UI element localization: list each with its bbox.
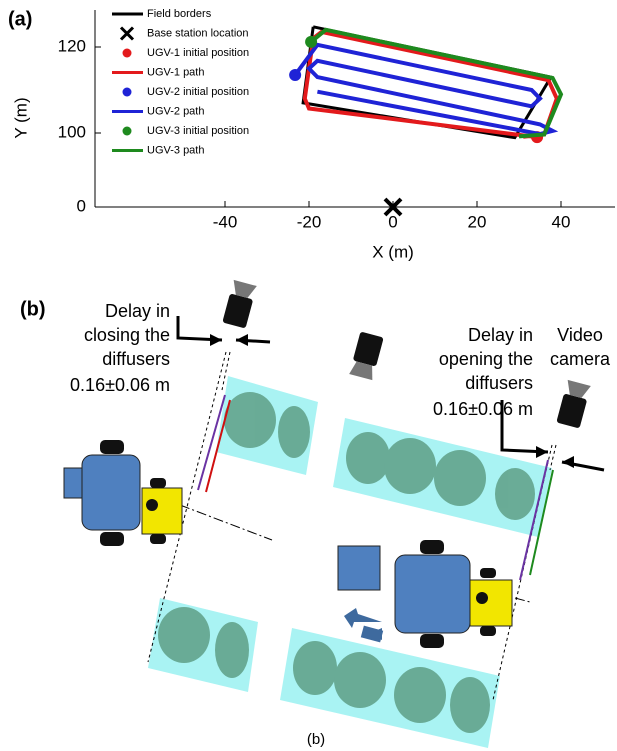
y-tick-label: 100	[58, 122, 86, 141]
annotation: camera	[550, 349, 611, 369]
panel-label: (b)	[20, 298, 46, 320]
spray-line	[197, 394, 226, 491]
diagram-text: Delay in closing the diffusers 0.16±0.06 m D…	[70, 301, 611, 748]
legend-swatch	[119, 26, 135, 41]
y-tick-label: 0	[77, 196, 86, 215]
spray-line	[529, 469, 554, 576]
legend-label: Base station location	[147, 27, 249, 39]
legend-label: UGV-3 path	[147, 144, 204, 156]
trees	[158, 392, 535, 733]
path-line	[309, 27, 564, 139]
legend-label: UGV-1 initial position	[147, 47, 249, 59]
legend-label: UGV-2 initial position	[147, 86, 249, 98]
direction-arrow	[344, 608, 382, 628]
annotation: 0.16±0.06 m	[433, 399, 533, 419]
marker	[383, 197, 403, 217]
annotation: diffusers	[102, 349, 170, 369]
x-tick-label: 20	[468, 212, 487, 231]
legend-label: UGV-3 initial position	[147, 125, 249, 137]
legend-label: Field borders	[147, 8, 212, 20]
x-tick-label: -20	[297, 212, 322, 231]
legend-label: UGV-2 path	[147, 105, 204, 117]
x-axis-label: X (m)	[372, 242, 414, 261]
legend-label: UGV-1 path	[147, 66, 204, 78]
spray-line	[519, 459, 549, 581]
legend-swatch	[122, 87, 132, 97]
annotation: opening the	[439, 349, 533, 369]
tractor-left	[63, 440, 183, 546]
legend-swatch	[122, 48, 132, 58]
cameras	[222, 279, 591, 428]
annotation: 0.16±0.06 m	[70, 375, 170, 395]
spray-line	[205, 399, 231, 493]
tractor-right	[337, 540, 513, 648]
annotation: Video	[557, 325, 603, 345]
annotation: closing the	[84, 325, 170, 345]
annotation: Delay in	[468, 325, 533, 345]
x-tick-label: 40	[552, 212, 571, 231]
panel-label: (a)	[8, 8, 32, 30]
annotation: diffusers	[465, 373, 533, 393]
x-tick-label: 0	[388, 212, 397, 231]
diagram	[63, 279, 605, 748]
arrowheads	[210, 334, 574, 468]
legend-swatch	[122, 126, 132, 136]
y-tick-label: 120	[58, 36, 86, 55]
y-axis-label: Y (m)	[11, 97, 30, 138]
x-tick-label: -40	[213, 212, 238, 231]
annotation: Delay in	[105, 301, 170, 321]
path-line	[293, 42, 559, 137]
caption: (b)	[307, 731, 325, 748]
